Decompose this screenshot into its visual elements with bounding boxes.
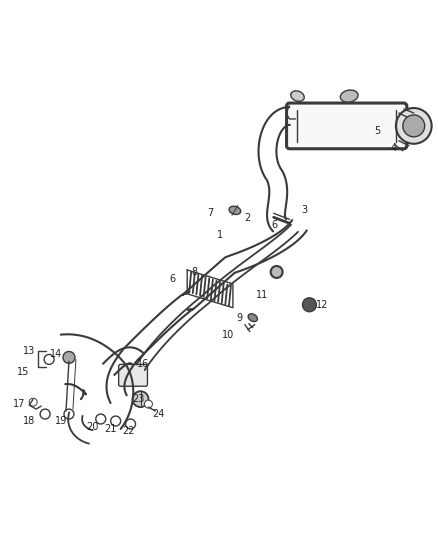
Text: 11: 11 [256, 290, 268, 300]
Text: 12: 12 [316, 300, 328, 310]
Circle shape [126, 419, 135, 429]
FancyBboxPatch shape [119, 365, 148, 386]
Text: 14: 14 [50, 350, 62, 359]
Ellipse shape [229, 206, 241, 214]
Text: 3: 3 [301, 205, 307, 215]
Text: 21: 21 [105, 424, 117, 434]
Text: 6: 6 [272, 220, 278, 230]
Circle shape [133, 391, 148, 407]
Circle shape [271, 266, 283, 278]
Circle shape [145, 400, 152, 408]
Text: 2: 2 [245, 213, 251, 223]
Text: 17: 17 [13, 399, 25, 409]
Circle shape [303, 298, 316, 312]
Circle shape [111, 416, 120, 426]
Text: 13: 13 [23, 346, 35, 357]
Text: 15: 15 [17, 367, 29, 377]
Ellipse shape [291, 91, 304, 101]
Text: 19: 19 [55, 416, 67, 426]
Text: 9: 9 [237, 313, 243, 322]
Text: 7: 7 [207, 208, 213, 219]
Circle shape [396, 108, 431, 144]
Text: 5: 5 [374, 126, 380, 136]
Text: 16: 16 [138, 359, 150, 369]
Circle shape [40, 409, 50, 419]
Circle shape [403, 115, 425, 137]
FancyBboxPatch shape [286, 103, 407, 149]
Circle shape [64, 409, 74, 419]
Text: 10: 10 [222, 329, 234, 340]
Text: 24: 24 [152, 409, 165, 419]
Text: 23: 23 [132, 394, 145, 404]
Circle shape [96, 414, 106, 424]
Text: 22: 22 [122, 426, 135, 436]
Circle shape [44, 354, 54, 365]
Text: 18: 18 [23, 416, 35, 426]
Text: 20: 20 [87, 422, 99, 432]
Text: 8: 8 [191, 267, 197, 277]
Circle shape [29, 398, 37, 406]
Text: 1: 1 [217, 230, 223, 240]
Text: 4: 4 [391, 143, 397, 153]
Ellipse shape [248, 314, 258, 321]
Ellipse shape [340, 90, 358, 102]
Circle shape [63, 351, 75, 364]
Text: 6: 6 [169, 274, 175, 284]
